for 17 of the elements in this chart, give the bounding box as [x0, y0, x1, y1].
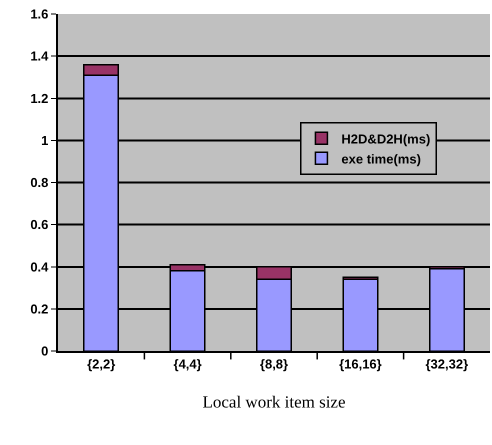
y-tick-label: 0.8	[30, 175, 48, 190]
y-tick-label: 1.4	[30, 48, 50, 64]
y-tick-label: 0.6	[30, 217, 48, 232]
y-tick-label: 0	[41, 344, 48, 359]
x-tick-label: {2,2}	[87, 356, 116, 372]
x-axis-title: Local work item size	[202, 392, 346, 412]
legend-label: H2D&D2H(ms)	[341, 131, 430, 146]
y-tick-label: 1.2	[30, 90, 48, 106]
y-tick-label: 1	[41, 132, 48, 148]
y-tick-label: 0.2	[30, 301, 48, 316]
x-tick-label: {32,32}	[425, 356, 468, 372]
x-tick-label: {4,4}	[174, 356, 202, 372]
x-tick-label: {16,16}	[339, 356, 382, 372]
y-tick-label: 1.6	[30, 6, 48, 22]
legend-label: exe time(ms)	[341, 151, 421, 166]
y-tick-label: 0.4	[30, 259, 50, 274]
x-tick-label: {8,8}	[260, 356, 288, 372]
